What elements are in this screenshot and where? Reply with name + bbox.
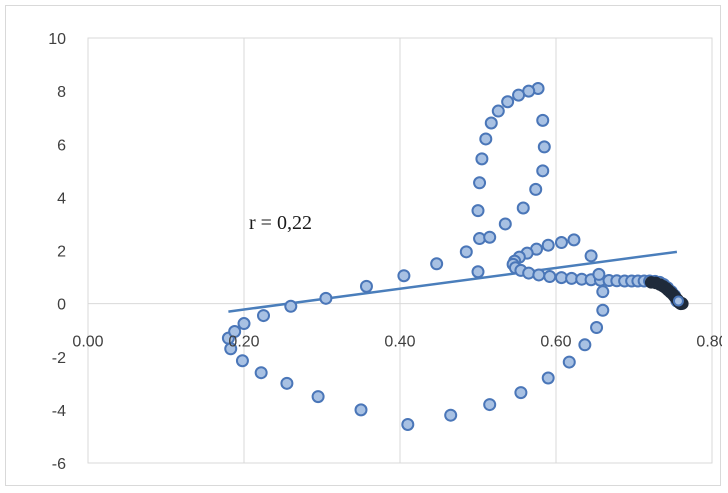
data-point-13 [516,201,530,215]
data-point-30 [543,270,557,284]
data-point-74 [359,279,373,293]
x-tick-label-3: 0.60 [540,334,571,351]
data-point-18 [567,233,581,247]
data-point-19 [554,236,568,250]
data-point-15 [536,164,550,178]
chart-frame: -6 -4 -2 0 2 4 6 8 10 0.00 0.20 0.40 0.60 0.80 r = 0,… [5,5,722,486]
data-point-5 [484,116,498,130]
x-tick-label-4: 0.80 [696,334,722,351]
data-point-75 [397,269,411,283]
data-point-55 [578,338,592,352]
data-point-7 [475,152,489,166]
data-point-8 [473,176,487,190]
y-tick-label-7: 8 [57,84,66,101]
data-point-73 [319,291,333,305]
data-point-65 [254,366,268,380]
points-layer [221,81,689,431]
data-point-53 [596,303,610,317]
data-point-62 [354,403,368,417]
data-point-72 [284,299,298,313]
data-point-70 [237,317,251,331]
data-point-17 [536,113,550,127]
y-tick-label-1: -4 [52,403,66,420]
data-point-11 [483,230,497,244]
scatter-chart: -6 -4 -2 0 2 4 6 8 10 0.00 0.20 0.40 0.60 0.80 r = 0,… [48,31,722,473]
grid-layer [87,37,713,464]
data-point-9 [471,204,485,218]
data-point-78 [471,265,485,279]
x-tick-label-0: 0.00 [72,334,103,351]
data-point-29 [532,268,546,282]
data-point-2 [512,88,526,102]
data-point-6 [479,132,493,146]
data-point-12 [498,217,512,231]
data-point-77 [459,245,473,259]
y-tick-label-4: 2 [57,244,66,261]
data-point-59 [483,398,497,412]
data-point-76 [430,257,444,271]
y-tick-label-2: -2 [52,350,66,367]
data-point-58 [514,386,528,400]
y-tick-label-8: 10 [48,31,66,48]
data-point-20 [541,238,555,252]
tick-labels-layer: -6 -4 -2 0 2 4 6 8 10 0.00 0.20 0.40 0.60 0.80 [48,31,722,473]
data-point-51 [592,267,606,281]
x-tick-label-1: 0.20 [228,334,259,351]
data-point-57 [541,371,555,385]
data-point-64 [280,376,294,390]
y-tick-label-0: -6 [52,456,66,473]
data-point-56 [562,355,576,369]
trendline [228,250,678,313]
data-point-52 [596,285,610,299]
data-point-28 [522,266,536,280]
data-point-16 [537,140,551,154]
y-tick-label-3: 0 [57,297,66,314]
data-point-69 [228,325,242,339]
x-tick-label-2: 0.40 [384,334,415,351]
data-point-60 [444,408,458,422]
data-point-61 [401,417,415,431]
data-point-50 [584,249,598,263]
correlation-annotation: r = 0,22 [249,212,312,234]
y-tick-label-5: 4 [57,190,66,207]
data-point-71 [257,309,270,323]
y-tick-label-6: 6 [57,137,66,154]
data-point-66 [235,354,249,368]
tail-end-point [672,295,684,307]
data-point-3 [501,95,515,109]
data-point-63 [311,390,325,404]
data-point-54 [590,321,604,335]
trendline-layer [228,250,678,313]
data-point-14 [529,182,543,196]
data-point-4 [491,104,505,118]
